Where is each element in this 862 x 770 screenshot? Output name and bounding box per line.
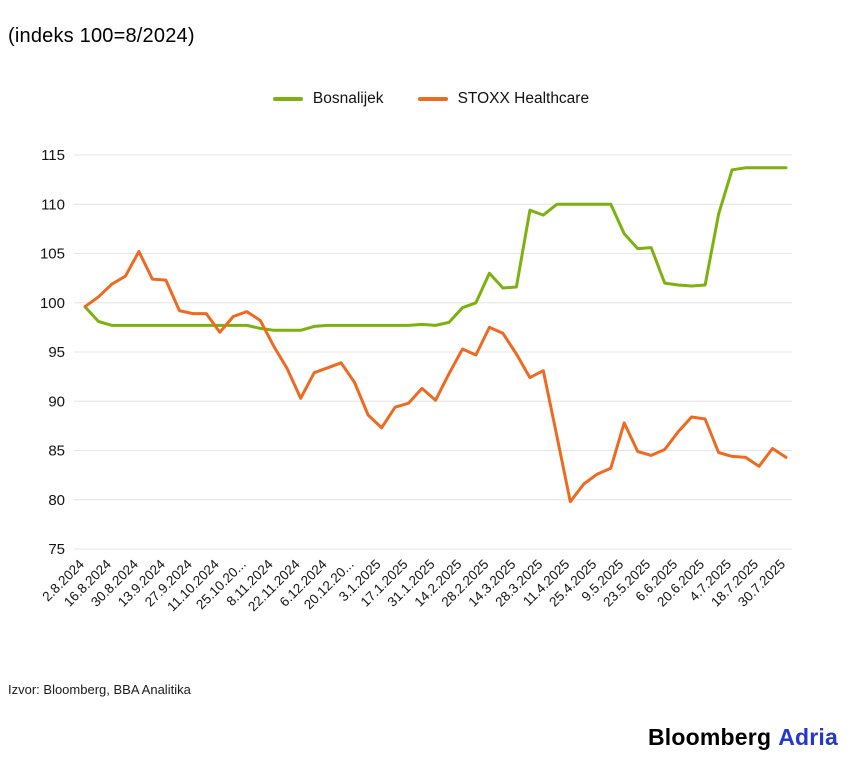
legend: Bosnalijek STOXX Healthcare — [0, 90, 862, 108]
line-chart: 75808590951001051101152.8.202416.8.20243… — [39, 147, 792, 614]
svg-text:95: 95 — [48, 344, 65, 361]
svg-text:80: 80 — [48, 492, 65, 509]
bloomberg-adria-logo: Bloomberg Adria — [648, 724, 838, 751]
svg-text:75: 75 — [48, 541, 65, 558]
svg-text:110: 110 — [41, 196, 65, 213]
svg-text:100: 100 — [40, 295, 65, 312]
svg-text:105: 105 — [40, 246, 65, 263]
svg-text:85: 85 — [48, 443, 65, 460]
source-text: Izvor: Bloomberg, BBA Analitika — [8, 682, 191, 697]
bosnalijek-line-swatch — [272, 97, 303, 101]
legend-item-bosnalijek: Bosnalijek — [272, 90, 384, 108]
adria-wordmark: Adria — [778, 724, 838, 750]
svg-text:90: 90 — [48, 393, 65, 410]
chart-title: (indeks 100=8/2024) — [8, 25, 195, 47]
legend-item-stoxx-healthcare: STOXX Healthcare — [417, 90, 590, 108]
svg-text:115: 115 — [41, 147, 65, 164]
legend-label-bosnalijek: Bosnalijek — [312, 90, 384, 107]
bloomberg-wordmark: Bloomberg — [648, 724, 772, 750]
stoxx-healthcare-line-swatch — [417, 97, 448, 101]
legend-label-stoxx-healthcare: STOXX Healthcare — [457, 90, 590, 107]
